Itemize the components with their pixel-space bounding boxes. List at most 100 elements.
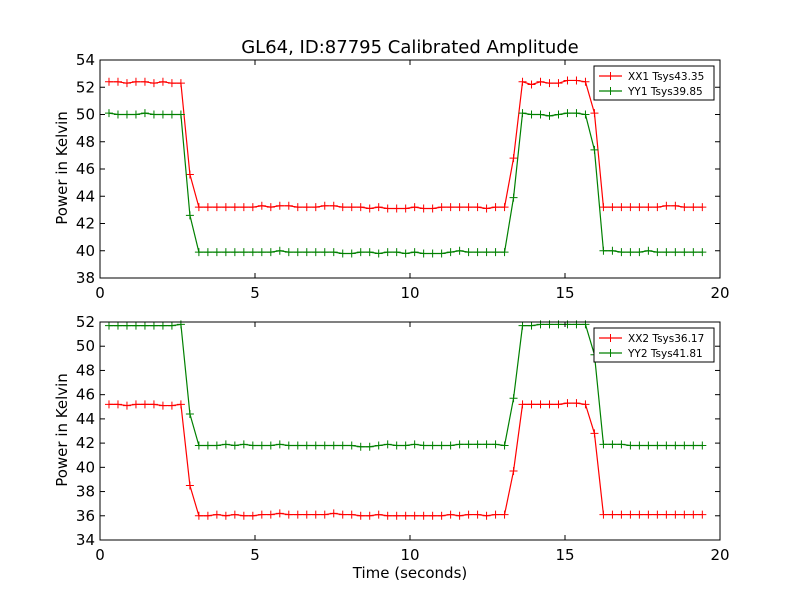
- data-point: [266, 248, 275, 257]
- data-point: [284, 248, 293, 257]
- legend-marker: [606, 334, 615, 342]
- data-point: [581, 400, 590, 409]
- bottom-plot: Power in Kelvin Time (seconds) 0 5 10 15 20 3…: [53, 313, 730, 582]
- data-point: [230, 203, 239, 212]
- data-point: [626, 203, 635, 212]
- data-point: [149, 321, 158, 330]
- data-point: [635, 203, 644, 212]
- data-point: [284, 201, 293, 210]
- y-tick-label: 34: [76, 531, 95, 549]
- axis-ticks: 0 5 10 15 20 38 40 42 44 46 48 50 52 54: [76, 51, 730, 302]
- data-point: [176, 110, 185, 119]
- data-point: [347, 249, 356, 258]
- data-point: [275, 246, 284, 255]
- data-point: [203, 203, 212, 212]
- y-tick-label: 44: [76, 187, 95, 205]
- data-point: [473, 248, 482, 257]
- data-point: [455, 203, 464, 212]
- data-point: [248, 441, 257, 450]
- data-point: [554, 110, 563, 119]
- data-point: [293, 203, 302, 212]
- data-point: [356, 248, 365, 257]
- data-point: [374, 203, 383, 212]
- data-point: [680, 510, 689, 519]
- data-point: [698, 441, 707, 450]
- data-point: [284, 510, 293, 519]
- data-point: [401, 441, 410, 450]
- data-point: [536, 110, 545, 119]
- data-point: [626, 510, 635, 519]
- data-point: [167, 79, 176, 88]
- data-point: [320, 201, 329, 210]
- data-point: [221, 440, 230, 449]
- data-point: [671, 510, 680, 519]
- data-point: [599, 440, 608, 449]
- data-point: [176, 400, 185, 409]
- plot-marks: [104, 76, 707, 258]
- legend: XX2 Tsys36.17 YY2 Tsys41.81: [593, 327, 715, 363]
- data-point: [302, 248, 311, 257]
- data-point: [311, 248, 320, 257]
- top-plot: GL64, ID:87795 Calibrated Amplitude Powe…: [53, 37, 730, 302]
- data-point: [221, 203, 230, 212]
- data-point: [203, 511, 212, 520]
- data-point: [401, 511, 410, 520]
- data-point: [311, 510, 320, 519]
- data-point: [572, 109, 581, 118]
- data-point: [158, 110, 167, 119]
- legend-label: XX1 Tsys43.35: [628, 71, 704, 83]
- data-point: [536, 400, 545, 409]
- data-point: [491, 248, 500, 257]
- data-point: [464, 510, 473, 519]
- data-point: [437, 249, 446, 258]
- data-point: [482, 204, 491, 213]
- data-point: [113, 400, 122, 409]
- data-point: [158, 401, 167, 410]
- data-point: [149, 79, 158, 88]
- data-point: [140, 77, 149, 86]
- data-point: [518, 321, 527, 330]
- data-point: [365, 511, 374, 520]
- data-point: [590, 109, 599, 118]
- y-tick-label: 54: [76, 51, 95, 69]
- data-point: [662, 441, 671, 450]
- data-point: [185, 170, 194, 179]
- y-tick-label: 46: [76, 160, 95, 178]
- data-point: [212, 510, 221, 519]
- data-point: [266, 441, 275, 450]
- legend-marker: [606, 87, 615, 95]
- data-point: [491, 510, 500, 519]
- x-tick-label: 20: [710, 546, 729, 564]
- data-point: [185, 211, 194, 220]
- data-point: [455, 440, 464, 449]
- data-point: [464, 248, 473, 257]
- y-tick-label: 48: [76, 133, 95, 151]
- data-point: [140, 321, 149, 330]
- data-point: [383, 248, 392, 257]
- data-point: [599, 510, 608, 519]
- data-point: [572, 399, 581, 408]
- legend-label: YY2 Tsys41.81: [627, 348, 703, 360]
- data-point: [239, 203, 248, 212]
- data-point: [608, 440, 617, 449]
- data-point: [482, 248, 491, 257]
- data-point: [293, 441, 302, 450]
- data-point: [527, 110, 536, 119]
- data-point: [698, 248, 707, 257]
- data-point: [626, 248, 635, 257]
- data-point: [527, 400, 536, 409]
- data-point: [410, 511, 419, 520]
- data-point: [167, 321, 176, 330]
- data-point: [194, 248, 203, 257]
- data-point: [635, 248, 644, 257]
- data-point: [437, 511, 446, 520]
- legend: XX1 Tsys43.35 YY1 Tsys39.85: [593, 65, 715, 101]
- y-axis-label: Power in Kelvin: [53, 111, 71, 225]
- legend-marker: [606, 349, 615, 357]
- data-point: [293, 248, 302, 257]
- data-point: [284, 441, 293, 450]
- data-point: [293, 510, 302, 519]
- data-point: [428, 511, 437, 520]
- data-point: [509, 394, 518, 403]
- data-point: [347, 203, 356, 212]
